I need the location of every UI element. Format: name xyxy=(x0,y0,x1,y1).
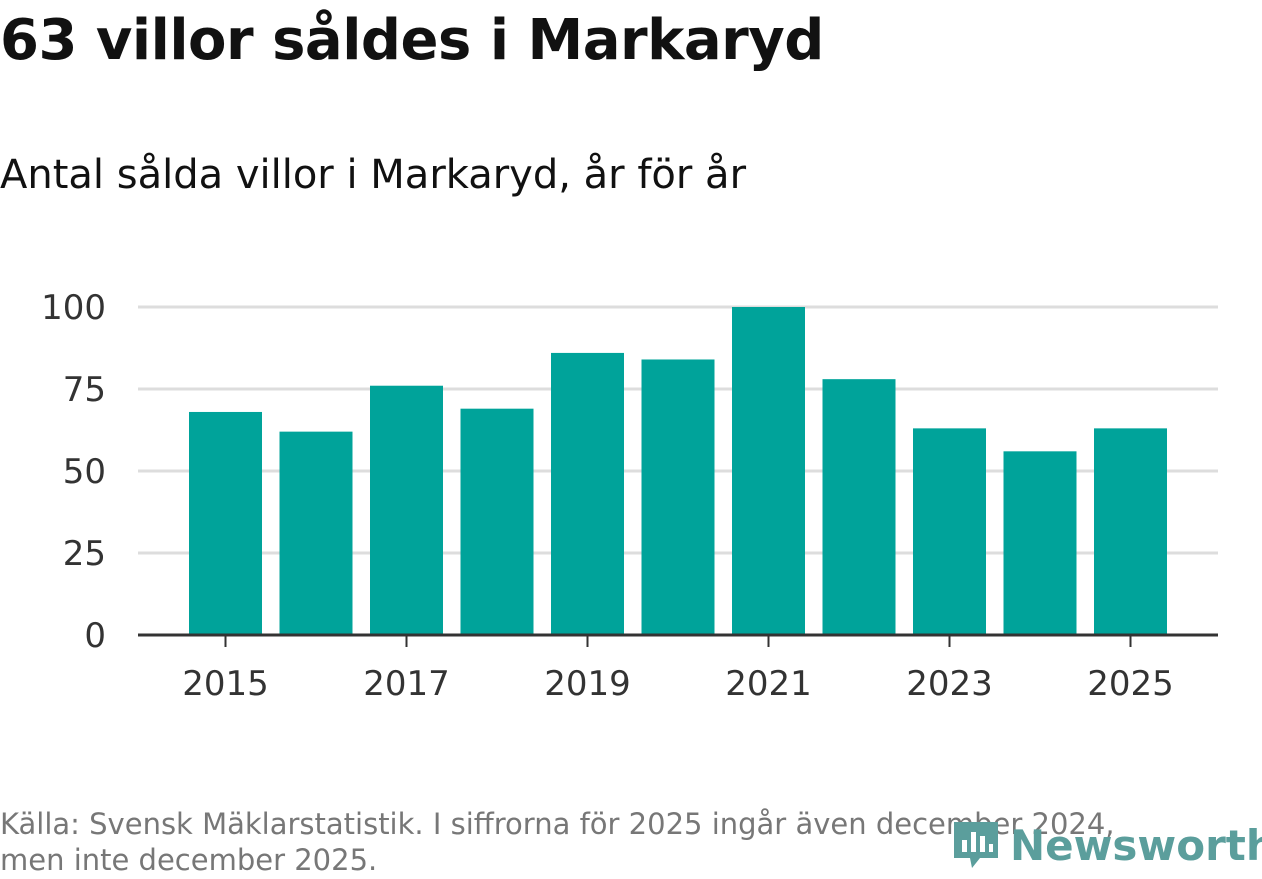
y-tick-label-100: 100 xyxy=(41,288,106,328)
brand-name: Newsworthy xyxy=(1010,820,1262,870)
y-tick-label-25: 25 xyxy=(63,534,106,574)
bar-2018 xyxy=(460,408,534,635)
newsworthy-logo-icon xyxy=(954,822,998,868)
bar-2023 xyxy=(913,428,986,635)
bar-2025 xyxy=(1094,428,1167,635)
bar-2022 xyxy=(822,379,896,635)
x-tick-label-2021: 2021 xyxy=(725,664,812,704)
y-tick-label-0: 0 xyxy=(84,616,106,656)
bar-2016 xyxy=(279,431,353,635)
x-tick-label-2019: 2019 xyxy=(544,664,631,704)
source-note-line-2: men inte december 2025. xyxy=(0,843,378,877)
bar-2015 xyxy=(189,411,262,635)
bar-2019 xyxy=(551,352,624,635)
bar-2017 xyxy=(370,385,443,635)
bar-2024 xyxy=(1003,451,1077,635)
source-note-line-1: Källa: Svensk Mäklarstatistik. I siffror… xyxy=(0,807,1115,841)
y-tick-label-75: 75 xyxy=(63,370,106,410)
x-tick-label-2025: 2025 xyxy=(1087,664,1174,704)
y-tick-label-50: 50 xyxy=(63,452,106,492)
x-tick-label-2015: 2015 xyxy=(182,664,269,704)
x-tick-label-2017: 2017 xyxy=(363,664,450,704)
x-tick-label-2023: 2023 xyxy=(906,664,993,704)
source-note: Källa: Svensk Mäklarstatistik. I siffror… xyxy=(0,806,1200,878)
bar-2021 xyxy=(732,307,805,635)
chart-title: 63 villor såldes i Markaryd xyxy=(0,8,824,73)
bar-chart: 0 25 50 75 100 2015 2017 2019 2021 2023 2025 xyxy=(41,288,1218,704)
chart-subtitle: Antal sålda villor i Markaryd, år för år xyxy=(0,152,747,198)
bar-2020 xyxy=(641,359,715,635)
brand-logo: Newsworthy xyxy=(950,818,1262,872)
